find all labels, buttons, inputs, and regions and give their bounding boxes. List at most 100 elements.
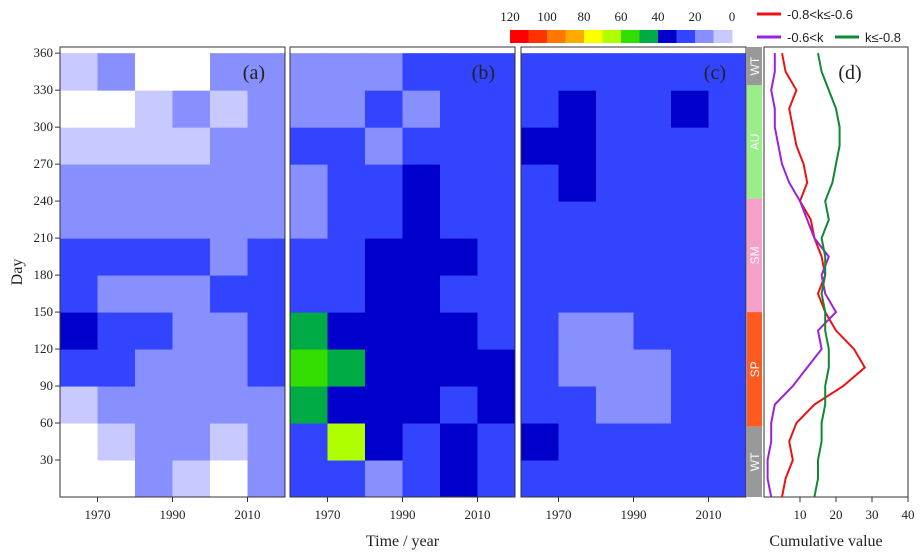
heat-cell	[596, 349, 634, 387]
heat-cell	[671, 238, 709, 276]
season-label: SM	[748, 246, 762, 264]
heat-cell	[172, 90, 211, 128]
heat-cell	[633, 127, 672, 165]
heat-cell	[365, 349, 403, 387]
heat-cell	[135, 275, 173, 313]
heat-cell	[60, 386, 98, 424]
colorbar-box	[547, 30, 566, 43]
y-tick-label: 240	[34, 193, 54, 208]
heat-cell	[708, 423, 747, 461]
heat-cell	[210, 386, 248, 424]
heat-cell	[558, 90, 597, 128]
heat-cell	[365, 127, 403, 165]
x-tick-label: 1990	[160, 507, 186, 522]
y-tick-label: 120	[34, 341, 54, 356]
legend-label: -0.6<k	[787, 30, 824, 45]
heat-cell	[97, 164, 136, 202]
x-tick-label: 1990	[390, 507, 416, 522]
heat-cell	[671, 460, 709, 498]
heat-cell	[247, 312, 286, 350]
colorbar-box	[639, 30, 659, 43]
heat-cell	[135, 386, 173, 424]
heat-cell	[402, 201, 441, 239]
heat-cell	[402, 460, 441, 498]
colorbar-tick-label: 0	[729, 9, 736, 24]
heat-cell	[172, 349, 211, 387]
heat-cell	[327, 238, 366, 276]
heat-cell	[365, 53, 403, 91]
heat-cell	[402, 423, 441, 461]
colorbar-box	[621, 30, 640, 43]
y-tick-label: 180	[34, 267, 54, 282]
heat-cell	[172, 164, 211, 202]
heat-cell	[172, 312, 211, 350]
heat-cell	[477, 349, 516, 387]
colorbar-tick-label: 120	[500, 9, 520, 24]
heat-cell	[135, 127, 173, 165]
heat-cell	[210, 90, 248, 128]
heat-cell	[596, 423, 634, 461]
heat-cell	[521, 312, 559, 350]
heat-cell	[671, 201, 709, 239]
heat-cell	[671, 90, 709, 128]
heat-cell	[97, 238, 136, 276]
panel-label: (b)	[472, 62, 495, 84]
x-tick-label: 2010	[235, 507, 261, 522]
heat-cell	[402, 53, 441, 91]
colorbar-box	[602, 30, 622, 43]
heat-cell	[558, 201, 597, 239]
heat-cell	[365, 164, 403, 202]
heat-cell	[210, 460, 248, 498]
heat-cell	[210, 312, 248, 350]
heat-cell	[671, 53, 709, 91]
x-tick-label: 20	[830, 507, 843, 522]
y-axis-label: Day	[9, 259, 26, 286]
heat-cell	[596, 238, 634, 276]
heat-cell	[440, 127, 478, 165]
colorbar-box	[510, 30, 529, 43]
heat-cell	[365, 238, 403, 276]
x-tick-label: 2010	[696, 507, 722, 522]
heat-cell	[671, 275, 709, 313]
heat-cell	[440, 349, 478, 387]
heat-cell	[633, 349, 672, 387]
series-line	[781, 52, 867, 498]
heat-cell	[402, 312, 441, 350]
heat-cell	[290, 127, 328, 165]
legend-label: -0.8<k≤-0.6	[787, 7, 853, 22]
colorbar-tick-label: 40	[652, 9, 665, 24]
heat-cell	[365, 275, 403, 313]
heat-cell	[671, 349, 709, 387]
heat-cell	[633, 386, 672, 424]
heat-cell	[290, 275, 328, 313]
heat-cell	[596, 460, 634, 498]
heat-cell	[327, 90, 366, 128]
colorbar-box	[658, 30, 677, 43]
heat-cell	[135, 201, 173, 239]
heat-cell	[327, 275, 366, 313]
heat-cell	[327, 312, 366, 350]
heat-cell	[135, 53, 173, 91]
heat-cell	[247, 386, 286, 424]
heat-cell	[327, 386, 366, 424]
x-tick-label: 1970	[315, 507, 341, 522]
heat-cell	[708, 312, 747, 350]
heat-cell	[60, 164, 98, 202]
heat-cell	[210, 423, 248, 461]
heat-cell	[60, 275, 98, 313]
heat-cell	[60, 53, 98, 91]
heat-cell	[135, 423, 173, 461]
heat-cell	[327, 201, 366, 239]
colorbar-tick-label: 60	[615, 9, 628, 24]
heat-cell	[247, 349, 286, 387]
heat-cell	[327, 349, 366, 387]
heat-cell	[708, 127, 747, 165]
heat-cell	[671, 312, 709, 350]
heat-cell	[60, 312, 98, 350]
heat-cell	[402, 238, 441, 276]
heat-cell	[521, 423, 559, 461]
heat-cell	[402, 275, 441, 313]
heat-cell	[596, 275, 634, 313]
series-line	[813, 52, 841, 498]
